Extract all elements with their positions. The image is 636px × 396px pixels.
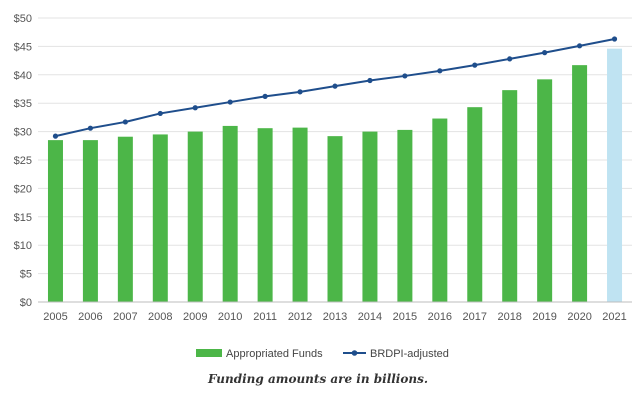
brdpi-point-2016 (437, 68, 443, 74)
brdpi-point-2020 (576, 43, 583, 49)
x-tick-label: 2020 (567, 311, 591, 323)
x-tick-label: 2013 (323, 311, 347, 323)
x-tick-label: 2012 (288, 311, 312, 323)
bar-2010 (222, 125, 238, 302)
brdpi-point-2018 (507, 56, 513, 62)
bar-2019 (537, 79, 553, 303)
funding-chart: $0 $5 $10 $15 $20 $25 $30 $35 $40 $45 $50 2005 2006… (14, 13, 632, 360)
brdpi-point-2010 (227, 99, 233, 105)
line-series-brdpi-adjusted (52, 36, 618, 139)
y-tick-label: $45 (14, 41, 32, 53)
brdpi-point-2008 (157, 110, 163, 117)
legend-swatch-marker-brdpi (351, 350, 358, 356)
legend-swatch-appropriated-funds (196, 349, 222, 357)
brdpi-point-2015 (402, 73, 408, 79)
x-tick-label: 2015 (393, 311, 417, 323)
x-tick-label: 2019 (532, 311, 556, 323)
bar-2012 (292, 127, 308, 303)
bar-2016 (432, 118, 448, 302)
brdpi-point-2021 (611, 36, 618, 42)
y-tick-label: $10 (14, 240, 32, 252)
legend-label-appropriated-funds: Appropriated Funds (226, 348, 323, 360)
y-tick-label: $25 (14, 155, 32, 167)
bar-projected-2021 (607, 48, 623, 303)
x-tick-label: 2006 (78, 311, 102, 323)
y-axis-ticks: $0 $5 $10 $15 $20 $25 $30 $35 $40 $45 $50 (14, 13, 32, 309)
legend-label-brdpi-adjusted: BRDPI-adjusted (370, 348, 449, 360)
bar-2017 (467, 107, 483, 303)
y-tick-label: $50 (14, 13, 32, 25)
y-tick-label: $30 (14, 127, 32, 139)
brdpi-point-2006 (87, 125, 94, 131)
y-tick-label: $40 (14, 70, 32, 82)
y-tick-label: $15 (14, 212, 32, 224)
x-tick-label: 2016 (428, 311, 452, 323)
x-tick-label: 2007 (113, 311, 137, 323)
bar-2009 (187, 131, 203, 302)
brdpi-point-2005 (52, 133, 59, 139)
y-tick-label: $5 (20, 269, 32, 281)
brdpi-point-2014 (367, 77, 373, 84)
brdpi-point-2007 (122, 119, 128, 125)
bar-2005 (47, 140, 63, 302)
bar-2013 (327, 136, 343, 302)
legend: Appropriated Funds BRDPI-adjusted (196, 348, 449, 360)
brdpi-point-2011 (262, 93, 268, 99)
brdpi-point-2009 (192, 105, 198, 111)
x-tick-label: 2008 (148, 311, 172, 323)
x-tick-label: 2018 (497, 311, 521, 323)
brdpi-point-2012 (297, 89, 303, 95)
x-tick-label: 2009 (183, 311, 207, 323)
bar-2020 (572, 65, 588, 302)
bar-2014 (362, 131, 378, 302)
brdpi-point-2019 (542, 50, 548, 56)
brdpi-point-2017 (472, 62, 478, 68)
y-tick-label: $35 (14, 98, 32, 110)
y-tick-label: $0 (20, 297, 32, 309)
x-tick-label: 2010 (218, 311, 242, 323)
bar-2007 (117, 136, 133, 302)
x-tick-label: 2021 (602, 311, 626, 323)
bar-2015 (397, 129, 413, 302)
x-tick-label: 2011 (253, 311, 277, 323)
bar-2008 (152, 134, 168, 302)
brdpi-point-2013 (332, 83, 338, 89)
chart-caption: Funding amounts are in billions. (207, 372, 429, 386)
y-tick-label: $20 (14, 183, 32, 195)
bar-series-appropriated-funds (47, 48, 623, 303)
bar-2011 (257, 128, 273, 302)
x-tick-label: 2014 (358, 311, 382, 323)
x-tick-label: 2017 (463, 311, 487, 323)
bar-2018 (502, 90, 518, 302)
x-axis-ticks: 2005 2006 2007 2008 2009 2010 2011 2012 2013 2014… (43, 311, 627, 323)
bar-2006 (82, 140, 98, 302)
x-tick-label: 2005 (43, 311, 67, 323)
